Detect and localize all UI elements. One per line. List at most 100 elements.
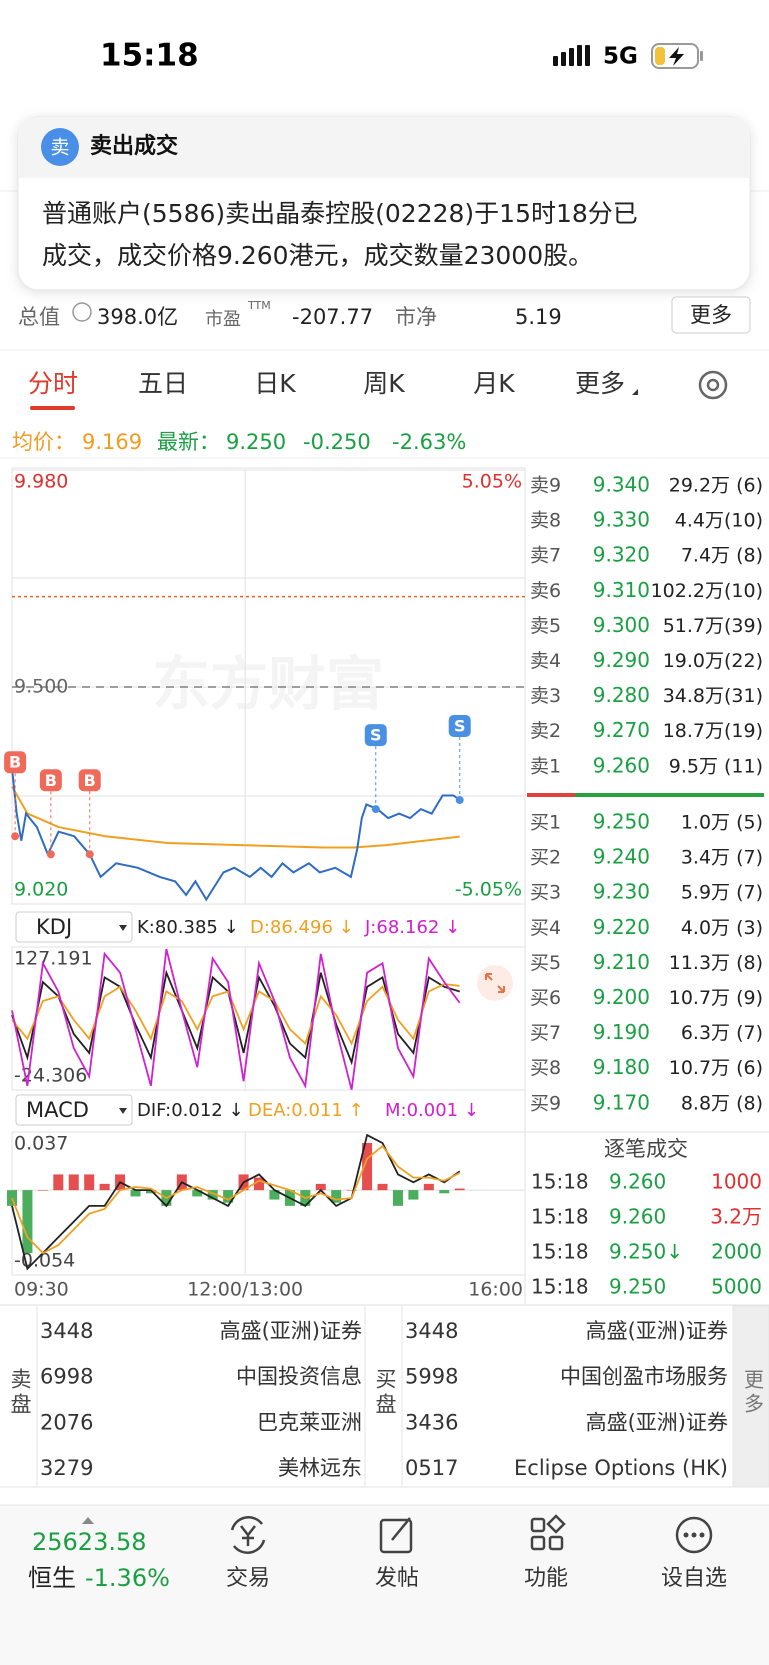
broker-id: 5998 (405, 1365, 458, 1389)
indicator-value: DIF:0.012 ↓ (137, 1100, 244, 1121)
marker-label: B (45, 771, 57, 790)
book-level: 买2 (530, 847, 561, 869)
indicator-name[interactable]: MACD (26, 1098, 89, 1122)
broker-name: 中国投资信息 (236, 1365, 362, 1389)
quote-value: -2.63% (392, 430, 466, 454)
kdj-dropdown[interactable] (15, 911, 133, 943)
book-level: 卖6 (530, 580, 561, 602)
book-level: 卖1 (530, 755, 561, 777)
broker-name: Eclipse Options (HK) (514, 1456, 728, 1480)
dropdown-arrow (632, 389, 638, 395)
watermark: 东方财富 (152, 650, 384, 718)
broker-side: 买盘 (373, 1368, 397, 1418)
tab[interactable]: 分时 (28, 369, 78, 398)
broker-name: 巴克莱亚洲 (257, 1410, 362, 1434)
expand-arrow[interactable] (82, 1517, 94, 1524)
marker-badge (78, 769, 101, 792)
notification[interactable] (17, 116, 751, 291)
book-volume: 18.7万(19) (663, 720, 763, 742)
book-price: 9.260 (593, 753, 650, 777)
stat-suffix: TTM (247, 299, 271, 312)
book-volume: 34.8万(31) (663, 685, 763, 707)
bottom-bar (0, 1505, 769, 1665)
broker-name: 高盛(亚洲)证券 (586, 1319, 728, 1343)
book-volume: 7.4万 (8) (681, 545, 763, 567)
macd-bar (315, 1183, 326, 1191)
price-line (11, 768, 461, 902)
more-button-label[interactable]: 更多 (690, 303, 732, 327)
more-dots (683, 1532, 705, 1538)
kdj-line (11, 983, 460, 1046)
marker-badge (39, 769, 62, 792)
macd-bar (408, 1190, 419, 1200)
trade-time: 15:18 (531, 1205, 589, 1229)
book-price: 9.210 (593, 950, 650, 974)
marker-dot (371, 805, 380, 814)
tab-underline (30, 406, 75, 410)
macd-bar (392, 1190, 403, 1206)
book-price: 9.280 (593, 683, 650, 707)
tab[interactable]: 更多 (575, 369, 625, 398)
book-volume: 19.0万(22) (663, 650, 763, 672)
macd-bar (331, 1190, 342, 1203)
y-tick-label: 9.980 (14, 471, 68, 493)
book-level: 卖7 (530, 545, 561, 567)
book-price: 9.340 (593, 473, 650, 497)
nav-item[interactable]: 功能 (524, 1566, 568, 1591)
macd-line (11, 1144, 461, 1255)
indicator-name[interactable]: KDJ (36, 915, 72, 939)
quote-value: -0.250 (303, 430, 371, 454)
tab[interactable]: 日K (254, 369, 296, 398)
macd-bar (145, 1190, 156, 1194)
notification-body: 普通账户(5586)卖出晶泰控股(02228)于15时18分已 (42, 199, 638, 228)
info-icon (72, 302, 92, 322)
y2-tick-label: 5.05% (462, 471, 522, 493)
indicator-value: D:86.496 ↓ (250, 917, 354, 938)
dropdown-arrow (119, 1108, 127, 1114)
tab[interactable]: 月K (473, 369, 515, 398)
macd-bar (439, 1190, 450, 1194)
macd-bar (454, 1188, 465, 1191)
book-level: 买4 (530, 917, 561, 939)
stat-label: 总值 (18, 305, 60, 329)
book-price: 9.190 (593, 1020, 650, 1044)
settings-icon[interactable] (698, 370, 728, 400)
y2-tick-label: -5.05% (455, 879, 522, 901)
macd-bar (377, 1183, 388, 1191)
book-level: 买7 (530, 1022, 561, 1044)
tab[interactable]: 周K (363, 369, 405, 398)
trades-bg (526, 1130, 769, 1304)
macd-bar (362, 1143, 373, 1191)
nav-item[interactable]: 交易 (226, 1566, 270, 1591)
book-volume: 4.0万 (3) (681, 917, 763, 939)
nav-icons (230, 1514, 713, 1554)
trades-title[interactable]: 逐笔成交 (604, 1137, 688, 1161)
macd-dropdown[interactable] (15, 1094, 133, 1126)
avg-line (11, 786, 460, 849)
marker-label: S (370, 726, 382, 745)
broker-more[interactable]: 更多 (741, 1369, 765, 1417)
marker-badge (4, 751, 27, 774)
broker-side: 卖盘 (8, 1368, 32, 1418)
tab[interactable]: 五日 (138, 369, 188, 398)
book-level: 买5 (530, 952, 561, 974)
macd-bar (99, 1183, 110, 1191)
y-tick-label: 0.037 (14, 1133, 68, 1155)
broker-name: 高盛(亚洲)证券 (586, 1410, 728, 1434)
book-volume: 5.9万 (7) (681, 882, 763, 904)
nav-item[interactable]: 发帖 (375, 1566, 419, 1591)
index-change: -1.36% (85, 1564, 170, 1592)
nav-item[interactable]: 设自选 (661, 1566, 727, 1591)
macd-bar (84, 1174, 95, 1191)
book-volume: 10.7万 (9) (669, 987, 763, 1009)
macd-bar (269, 1190, 280, 1200)
quote-value: 9.250 (226, 430, 286, 454)
expand-icon[interactable] (477, 965, 513, 1001)
kdj-line (11, 948, 461, 1090)
macd-bar (423, 1183, 434, 1191)
book-price: 9.330 (593, 508, 650, 532)
more-button[interactable] (671, 296, 751, 334)
book-volume: 4.4万(10) (675, 510, 763, 532)
trade-volume: 3.2万 (710, 1205, 762, 1229)
marker-label: S (454, 717, 466, 736)
